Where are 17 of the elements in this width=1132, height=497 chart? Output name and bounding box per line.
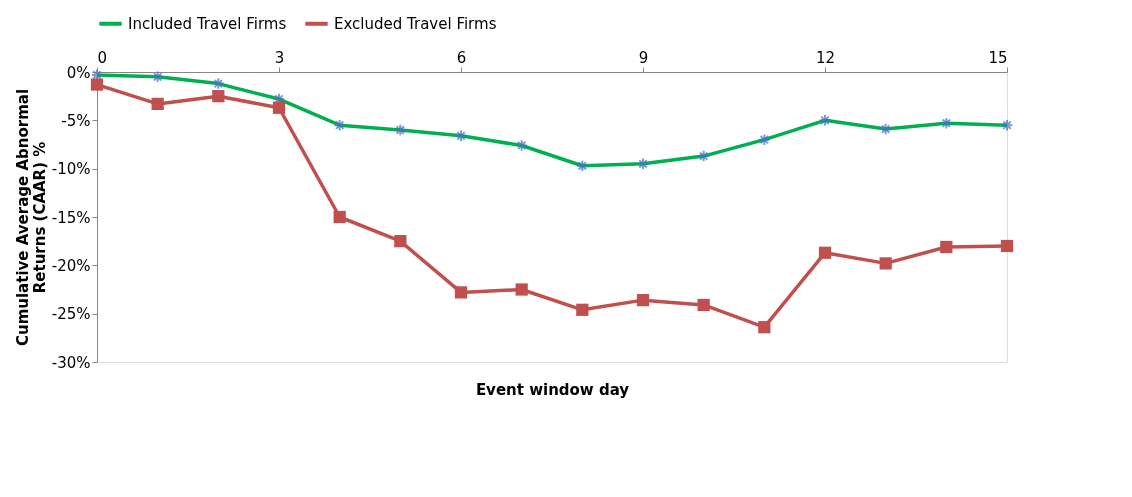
x-tick-label: 12 — [815, 48, 836, 67]
y-tick-label: -5% — [61, 111, 91, 130]
legend-label: Included Travel Firms — [128, 14, 287, 33]
y-tick-label: -25% — [51, 305, 91, 324]
x-tick-label: 3 — [274, 48, 285, 67]
y-axis-title: Cumulative Average Abnormal Returns (CAAR) % — [13, 88, 49, 347]
x-tick-label: 6 — [456, 48, 467, 67]
x-tick-label: 9 — [638, 48, 649, 67]
x-axis-title: Event window day — [475, 380, 630, 399]
y-tick-label: 0% — [66, 63, 91, 82]
legend-label: Excluded Travel Firms — [334, 14, 497, 33]
x-tick-label: 0 — [97, 48, 108, 67]
x-tick-label: 15 — [988, 48, 1008, 67]
y-tick-label: -30% — [51, 353, 91, 372]
y-tick-label: -15% — [51, 208, 91, 227]
y-tick-label: -10% — [51, 160, 91, 179]
y-tick-label: -20% — [51, 256, 91, 275]
